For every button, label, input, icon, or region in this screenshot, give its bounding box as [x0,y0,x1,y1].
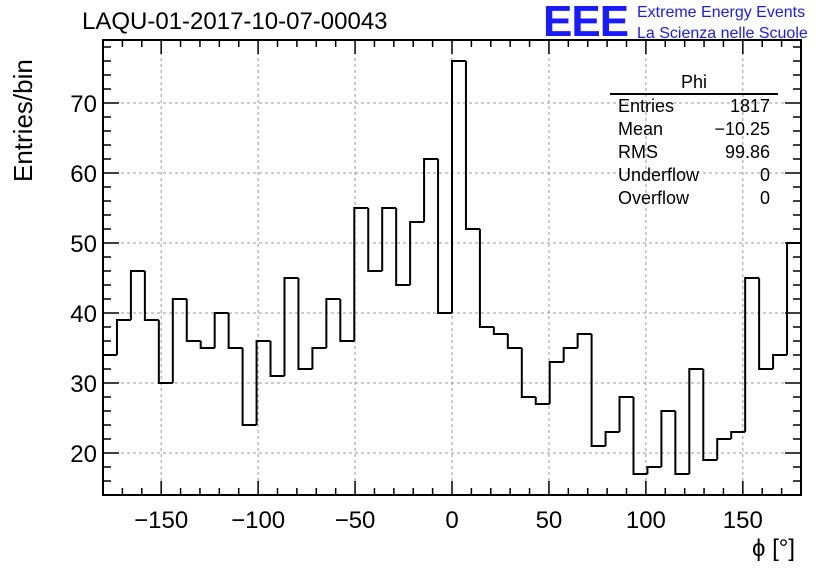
histogram-bin [115,319,131,355]
x-tick-label: −150 [134,507,188,534]
histogram-bin [618,396,634,432]
histogram-bin [451,60,466,313]
y-tick-label: 70 [70,91,97,118]
logo-caption: Extreme Energy Events La Scienza nelle S… [637,2,808,44]
histogram-bin [395,208,411,286]
stats-title: Phi [610,72,778,95]
logo-line-2: La Scienza nelle Scuole [637,25,808,42]
histogram-bin [478,229,494,328]
histogram-bin [143,271,159,321]
stats-row-mean: Mean −10.25 [610,118,778,141]
histogram-bin [772,354,788,369]
stats-row-overflow: Overflow 0 [610,187,778,210]
histogram-bin [520,348,536,398]
histogram-bin [213,312,229,348]
histogram-bin [227,313,243,349]
histogram-bin [534,397,550,405]
ticks-layer [102,40,802,495]
stats-row-entries: Entries 1817 [610,95,778,118]
histogram-bin [660,410,676,467]
histogram-bin [157,320,173,384]
y-tick-label: 30 [70,371,97,398]
histogram-bin [339,299,355,342]
histogram-bin [646,466,662,474]
histogram-bin [604,431,620,446]
stats-value: 0 [759,165,770,185]
histogram-bin [255,340,271,425]
histogram-bin [171,298,187,383]
histogram-bin [590,334,606,447]
histogram-bin [674,411,690,475]
stats-value: 1817 [729,96,770,116]
y-tick-label: 50 [70,231,97,258]
histogram-bin [241,348,257,426]
histogram-bin [409,221,425,285]
histogram-bin [548,361,564,404]
x-tick-label: 0 [445,507,458,534]
y-axis-label: Entries/bin [8,59,38,182]
histogram-bin [576,333,592,348]
histogram-bin [702,369,718,461]
histogram-bin [758,278,774,370]
histogram-bin [185,299,201,342]
eee-logo: EEE [543,0,629,46]
histogram-bin [381,207,397,271]
histogram-bin [297,278,313,370]
x-tick-label: −50 [335,507,376,534]
histogram-bin [688,368,704,474]
x-tick-label: −100 [231,507,285,534]
histogram-bin [367,208,383,272]
x-tick-label: 150 [723,507,763,534]
histogram-bin [786,242,801,355]
histogram-bars [102,60,801,495]
plot-frame [102,39,802,496]
histogram-bin [353,207,369,341]
histogram-bin [506,334,522,349]
stats-label: Underflow [618,165,700,185]
stats-box: Phi Entries 1817 Mean −10.25 RMS 99.86 U… [610,72,778,210]
x-axis-label: ϕ [°] [752,535,796,562]
tick-labels: −150 −100 −50 0 50 100 150 20 30 40 50 60 70 [70,91,763,534]
x-tick-label: 50 [536,507,563,534]
histogram-bin [283,277,299,376]
histogram-bin [716,438,732,460]
histogram-bin [464,61,480,230]
histogram-bin [129,270,145,320]
y-tick-label: 40 [70,301,97,328]
stats-label: RMS [618,142,658,162]
logo-line-1: Extreme Energy Events [637,4,806,21]
histogram-bin [744,277,760,432]
stats-value: −10.25 [714,119,770,139]
y-tick-label: 20 [70,441,97,468]
histogram-bin [325,298,341,348]
histogram-bin [269,341,285,377]
chart-title: LAQU-01-2017-10-07-00043 [82,8,388,35]
histogram-bin [311,347,327,369]
stats-row-rms: RMS 99.86 [610,141,778,164]
histogram-bin [437,159,452,314]
histogram-bin [492,327,508,335]
histogram-bin [199,341,215,349]
histogram-bin [730,431,746,439]
y-tick-label: 60 [70,161,97,188]
x-tick-label: 100 [626,507,666,534]
stats-value: 0 [759,188,770,208]
stats-value: 99.86 [724,142,770,162]
stats-row-underflow: Underflow 0 [610,164,778,187]
stats-label: Mean [618,119,664,139]
histogram-bin [562,347,578,362]
stats-label: Entries [618,96,675,116]
histogram-bin [423,158,439,222]
stats-label: Overflow [618,188,690,208]
histogram-bin [632,397,648,475]
